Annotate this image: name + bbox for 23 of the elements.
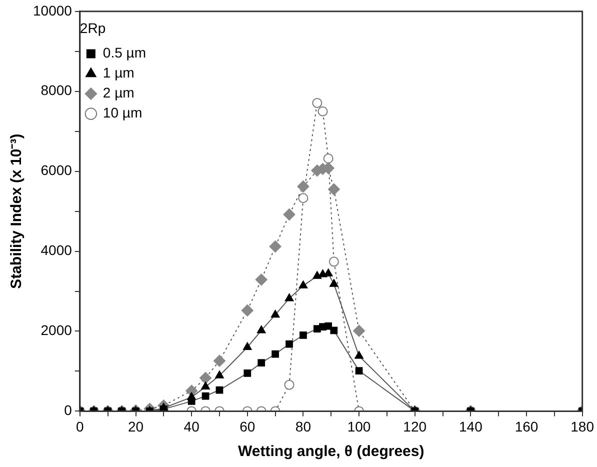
y-tick-label: 4000 [40,242,72,258]
legend-label: 2 µm [102,84,134,101]
x-tick-label: 60 [240,418,256,434]
legend-label: 10 µm [102,104,142,121]
y-tick-label: 10000 [32,2,72,18]
y-tick-label: 8000 [40,82,72,98]
x-axis-title: Wetting angle, θ (degrees) [238,443,424,460]
legend-title: 2Rp [80,20,106,36]
x-tick-label: 140 [459,418,483,434]
x-tick-label: 0 [76,418,84,434]
y-axis-title: Stability Index (x 10⁻³) [8,134,26,289]
x-tick-label: 80 [295,418,312,434]
x-tick-label: 20 [128,418,144,434]
x-tick-label: 180 [570,418,594,434]
legend-label: 1 µm [102,64,134,81]
x-tick-label: 40 [184,418,200,434]
legend-label: 0.5 µm [102,44,146,61]
x-tick-label: 120 [403,418,427,434]
y-tick-label: 2000 [40,322,72,338]
x-tick-label: 100 [347,418,371,434]
x-tick-label: 160 [514,418,538,434]
y-tick-label: 0 [64,402,72,418]
y-tick-label: 6000 [40,162,72,178]
